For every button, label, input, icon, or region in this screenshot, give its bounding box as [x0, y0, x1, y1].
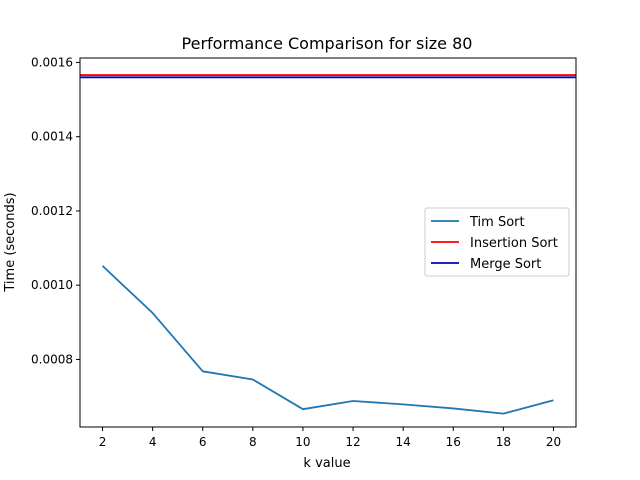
- x-tick-label: 2: [99, 435, 107, 449]
- x-axis-ticks: 2 4 6 8 10 12 14 16 18 20: [99, 427, 561, 449]
- chart-title: Performance Comparison for size 80: [182, 34, 473, 53]
- x-tick-label: 8: [249, 435, 257, 449]
- y-tick-label: 0.0016: [31, 55, 73, 69]
- y-tick-label: 0.0014: [31, 130, 73, 144]
- y-tick-label: 0.0010: [31, 278, 73, 292]
- y-axis-label: Time (seconds): [3, 192, 18, 292]
- x-tick-label: 4: [149, 435, 157, 449]
- x-axis-label: k value: [303, 456, 350, 471]
- x-tick-label: 16: [446, 435, 461, 449]
- axes-frame: [79, 57, 577, 428]
- y-axis-ticks: 0.0008 0.0010 0.0012 0.0014 0.0016: [31, 55, 80, 366]
- x-tick-label: 14: [396, 435, 411, 449]
- x-tick-label: 18: [496, 435, 511, 449]
- y-tick-label: 0.0012: [31, 204, 73, 218]
- x-tick-label: 12: [345, 435, 360, 449]
- plot-area: [79, 57, 577, 428]
- legend-entry-insertion-sort: Insertion Sort: [470, 236, 558, 251]
- series-line-tim-sort: [101, 265, 554, 415]
- y-tick-label: 0.0008: [31, 352, 73, 366]
- x-tick-label: 20: [546, 435, 561, 449]
- legend-entry-merge-sort: Merge Sort: [470, 257, 541, 272]
- x-tick-label: 10: [295, 435, 310, 449]
- legend-box: [424, 207, 570, 277]
- legend: Tim Sort Insertion Sort Merge Sort: [424, 207, 570, 277]
- legend-entry-tim-sort: Tim Sort: [469, 215, 525, 230]
- x-tick-label: 6: [199, 435, 207, 449]
